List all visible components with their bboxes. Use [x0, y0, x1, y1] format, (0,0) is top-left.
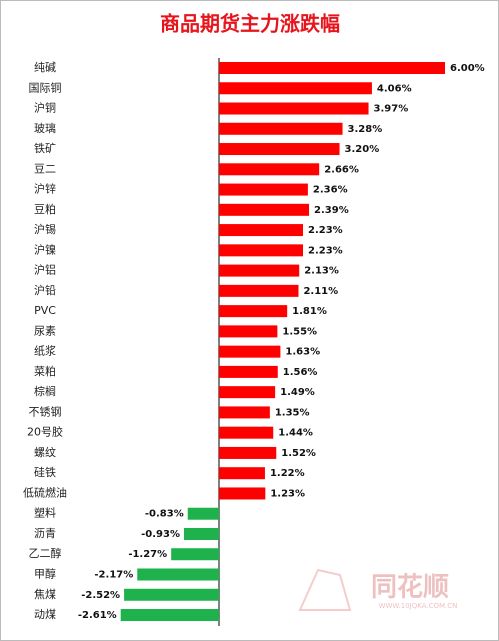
category-label: 低硫燃油 [23, 485, 67, 499]
bar [187, 507, 219, 520]
bar [219, 487, 266, 500]
category-label: 螺纹 [34, 445, 56, 459]
value-label: 1.56% [283, 367, 318, 378]
value-label: 1.22% [270, 468, 305, 479]
bar [219, 345, 281, 358]
value-label: -0.93% [141, 529, 180, 540]
bar [219, 386, 276, 399]
category-label: 尿素 [34, 324, 56, 337]
chart-title: 商品期货主力涨跌幅 [160, 12, 340, 36]
category-label: 纯碱 [34, 61, 56, 74]
value-label: -2.61% [78, 610, 117, 621]
category-label: 沪镍 [34, 242, 56, 256]
category-label: 沪锡 [34, 222, 56, 236]
value-label: -2.52% [81, 590, 120, 601]
bar [171, 548, 219, 561]
bar [120, 609, 219, 622]
category-label: 菜粕 [34, 364, 56, 378]
category-label: 豆粕 [34, 202, 56, 216]
bar [219, 203, 310, 216]
value-label: 1.52% [281, 448, 316, 459]
bar [219, 183, 308, 196]
category-label: 不锈钢 [29, 405, 62, 418]
bar [219, 406, 270, 419]
category-label: 沪铅 [34, 283, 56, 297]
value-label: 2.66% [324, 164, 359, 175]
bar [219, 102, 369, 115]
value-label: 1.55% [282, 326, 317, 337]
bar [219, 305, 288, 318]
value-label: -0.83% [145, 509, 184, 520]
bar [137, 568, 219, 581]
value-label: 4.06% [377, 83, 412, 94]
value-label: 3.20% [345, 144, 380, 155]
bar [219, 82, 372, 95]
category-label: 棕榈 [34, 384, 56, 398]
category-label: 硅铁 [34, 466, 56, 479]
value-label: 2.23% [308, 245, 343, 256]
value-label: 2.11% [303, 286, 338, 297]
value-label: 1.35% [275, 407, 310, 418]
watermark-url: WWW.10JQKA.COM.CN [379, 602, 458, 610]
bar [219, 446, 277, 459]
value-label: 3.28% [348, 124, 383, 135]
bar [124, 588, 219, 601]
bar [219, 143, 340, 156]
category-label: 塑料 [34, 506, 56, 520]
bar [219, 426, 274, 439]
value-label: 1.81% [292, 306, 327, 317]
category-label: 动煤 [34, 608, 56, 621]
value-label: 2.36% [313, 185, 348, 196]
category-label: 纸浆 [34, 344, 56, 358]
watermark: 同花顺 WWW.10JQKA.COM.CN [298, 568, 458, 611]
category-label: 甲醇 [34, 567, 56, 581]
category-label: 沪铜 [34, 101, 56, 115]
category-label: 沪铝 [34, 263, 56, 277]
bar [219, 224, 303, 237]
bar [219, 467, 265, 480]
bar [219, 365, 278, 378]
category-label: 铁矿 [34, 142, 56, 155]
bar [219, 264, 300, 277]
category-label: 焦煤 [34, 588, 56, 601]
value-label: -1.27% [128, 549, 167, 560]
value-label: 1.49% [280, 387, 315, 398]
watermark-logo [298, 568, 352, 611]
category-label: PVC [34, 304, 56, 317]
value-label: 1.63% [285, 347, 320, 358]
category-label: 沪锌 [34, 182, 56, 196]
bar [219, 325, 278, 338]
category-label: 20号胶 [27, 425, 63, 439]
category-label: 乙二醇 [29, 546, 62, 560]
value-label: -2.17% [94, 570, 133, 581]
bar [219, 62, 445, 74]
value-label: 2.13% [304, 266, 339, 277]
bar [219, 163, 320, 176]
category-label: 沥青 [34, 527, 56, 540]
category-label: 国际铜 [29, 80, 62, 94]
value-label: 2.39% [314, 205, 349, 216]
watermark-text: 同花顺 [371, 573, 449, 603]
bar [219, 244, 303, 257]
value-label: 1.44% [278, 428, 313, 439]
value-label: 2.23% [308, 225, 343, 236]
bar [219, 122, 343, 135]
bar [183, 527, 219, 540]
bar [219, 284, 299, 297]
value-label: 1.23% [270, 488, 305, 499]
category-label: 玻璃 [34, 121, 56, 135]
category-label: 豆二 [34, 162, 56, 175]
value-label: 6.00% [450, 63, 485, 74]
value-label: 3.97% [374, 104, 409, 115]
